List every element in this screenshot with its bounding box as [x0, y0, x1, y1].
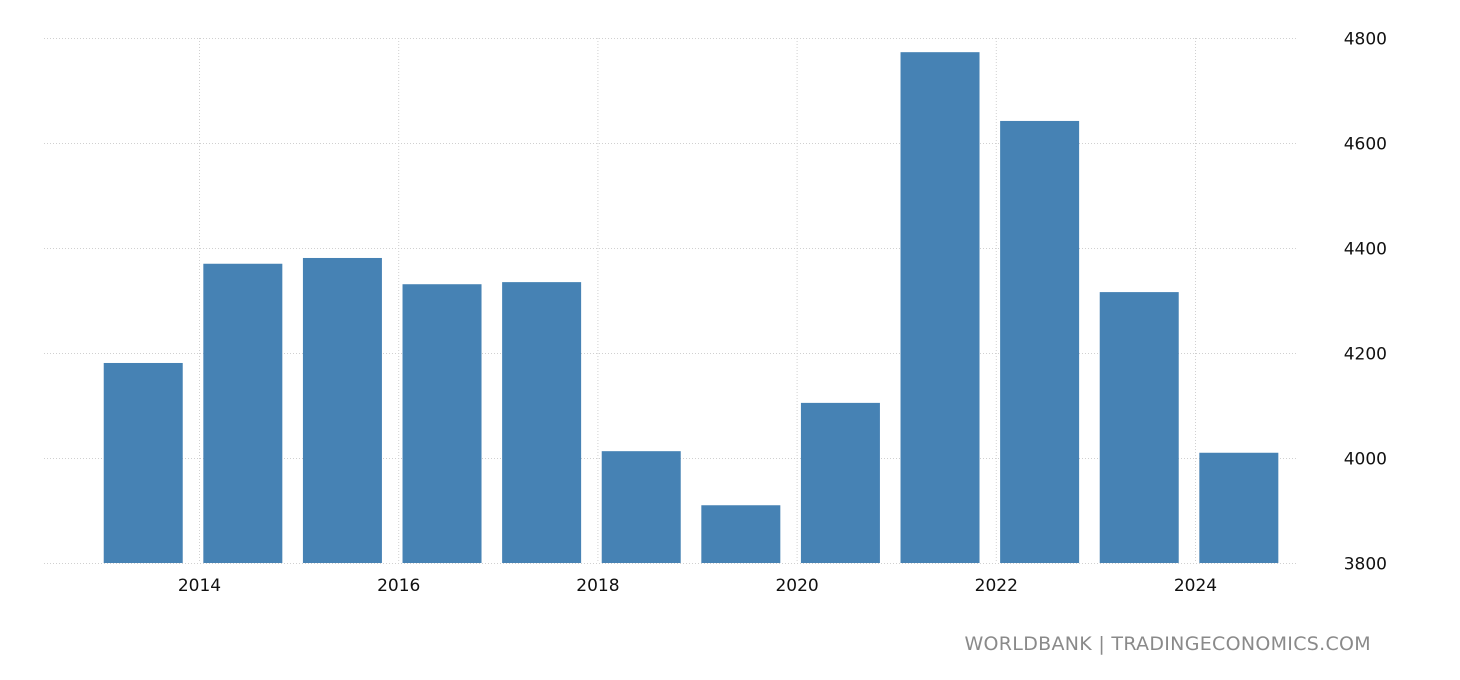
source-footer: WORLDBANK | TRADINGECONOMICS.COM: [964, 633, 1371, 655]
x-tick-label: 2024: [1174, 576, 1217, 596]
bar-2021: [900, 52, 980, 564]
bar-2022: [1000, 120, 1080, 563]
bar-2016: [402, 284, 482, 563]
x-tick-label: 2020: [775, 576, 818, 596]
y-tick-label: 3800: [1344, 555, 1387, 575]
bar-2015: [302, 257, 382, 563]
bar-2017: [502, 282, 582, 563]
x-tick-label: 2016: [377, 576, 420, 596]
y-tick-label: 4400: [1344, 240, 1387, 260]
y-tick-label: 4600: [1344, 135, 1387, 155]
x-tick-label: 2014: [178, 576, 221, 596]
bar-2013: [103, 362, 183, 563]
y-tick-label: 4000: [1344, 450, 1387, 470]
y-tick-label: 4800: [1344, 30, 1387, 50]
bar-2014: [203, 263, 283, 563]
bar-2018: [601, 451, 681, 563]
y-tick-label: 4200: [1344, 345, 1387, 365]
x-tick-label: 2018: [576, 576, 619, 596]
bar-2019: [701, 505, 781, 563]
bar-2024: [1199, 452, 1279, 563]
bar-2023: [1099, 292, 1179, 563]
bar-2020: [800, 402, 880, 563]
x-tick-label: 2022: [975, 576, 1018, 596]
